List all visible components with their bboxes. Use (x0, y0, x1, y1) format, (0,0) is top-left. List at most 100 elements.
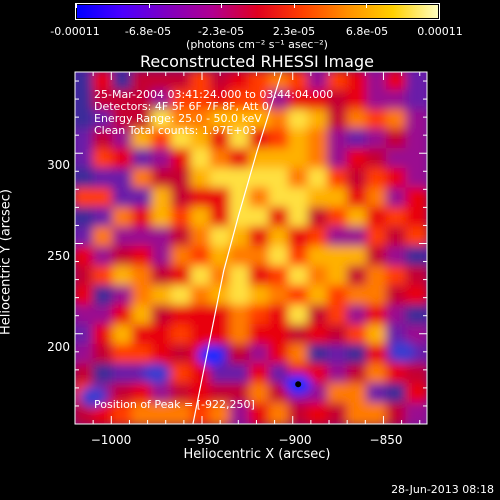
heatmap-cell (151, 246, 175, 270)
heatmap-cell (288, 246, 312, 270)
heatmap-cell (346, 226, 371, 250)
heatmap-cell (249, 187, 273, 211)
heatmap-cell (151, 167, 175, 192)
heatmap-cell (385, 148, 410, 172)
heatmap-cell (92, 167, 117, 192)
heatmap-cell (307, 363, 332, 387)
chart-title: Reconstructed RHESSI Image (140, 52, 374, 71)
heatmap-cell (268, 187, 293, 211)
heatmap-cell (307, 246, 332, 270)
heatmap-cell (209, 206, 234, 231)
heatmap-cell (131, 382, 156, 407)
heatmap-cell (307, 148, 332, 172)
heatmap-cell (170, 324, 195, 348)
y-axis-label: Heliocentric Y (arcsec) (0, 189, 14, 335)
heatmap-cell (288, 343, 312, 368)
heatmap-cell (131, 167, 156, 192)
heatmap-cell (112, 226, 136, 250)
heatmap-cell (346, 363, 371, 387)
heatmap-cell (112, 343, 136, 368)
heatmap-cell (190, 206, 214, 231)
colorbar-tick (148, 4, 150, 8)
heatmap-cell (346, 109, 371, 133)
heatmap-cell (307, 285, 332, 309)
heatmap-cell (131, 285, 156, 309)
heatmap-cell (190, 304, 214, 329)
axis-ticks (75, 72, 427, 424)
heatmap-cell (307, 343, 332, 368)
heatmap-cell (209, 226, 234, 250)
x-axis-label: Heliocentric X (arcsec) (183, 447, 331, 462)
heatmap-cell (268, 304, 293, 329)
heatmap-cell (405, 109, 427, 133)
heatmap-cell (327, 187, 351, 211)
heatmap-cell (346, 402, 371, 424)
heatmap-cell (112, 304, 136, 329)
annotation-detectors: Detectors: 4F 5F 6F 7F 8F, Att 0 (94, 100, 269, 113)
heatmap-cell (405, 206, 427, 231)
heatmap-cell (229, 343, 253, 368)
heatmap-cell (327, 402, 351, 424)
heatmap-cell (209, 324, 234, 348)
heatmap-cell (131, 128, 156, 153)
heatmap-cell (307, 128, 332, 153)
heatmap-cell (366, 128, 390, 153)
heatmap-cell (229, 324, 253, 348)
heatmap-cell (131, 402, 156, 424)
heatmap-cell (170, 246, 195, 270)
heatmap-cell (405, 187, 427, 211)
heatmap-cell (268, 343, 293, 368)
heatmap-cell (170, 89, 195, 114)
heatmap-cell (209, 187, 234, 211)
heatmap-cell (405, 128, 427, 153)
heatmap-cell (170, 128, 195, 153)
colorbar-tick (366, 4, 368, 8)
heatmap-cell (75, 109, 97, 133)
heatmap-cell (327, 343, 351, 368)
heatmap-cell (327, 148, 351, 172)
heatmap-cell (92, 72, 117, 94)
heatmap-cell (249, 148, 273, 172)
heatmap-cell (112, 246, 136, 270)
heatmap-cell (190, 167, 214, 192)
heatmap-cell (151, 285, 175, 309)
heatmap-cell (190, 265, 214, 290)
heatmap-cell (170, 167, 195, 192)
heatmap-cell (366, 148, 390, 172)
heatmap-cell (190, 128, 214, 153)
heatmap-cell (327, 72, 351, 94)
heatmap-cell (209, 89, 234, 114)
heatmap-cell (268, 265, 293, 290)
heatmap-cell (288, 206, 312, 231)
heatmap-cell (170, 285, 195, 309)
heatmap-cell (288, 148, 312, 172)
x-tick-label: −850 (369, 433, 403, 447)
heatmap-cell (268, 72, 293, 94)
heatmap-cell (170, 402, 195, 424)
colorbar-tick (221, 4, 223, 8)
heatmap-cell (75, 187, 97, 211)
heatmap-cell (151, 324, 175, 348)
y-tick-label: 300 (47, 158, 70, 172)
colorbar-tick-label: 2.3e-05 (272, 25, 316, 38)
heatmap-cell (327, 167, 351, 192)
heatmap-cell (229, 187, 253, 211)
heatmap-cell (151, 382, 175, 407)
heatmap-cell (170, 206, 195, 231)
heatmap-cell (366, 226, 390, 250)
heatmap-cell (170, 187, 195, 211)
heatmap-cell (229, 206, 253, 231)
heatmap-cell (366, 343, 390, 368)
heatmap-cell (112, 324, 136, 348)
heatmap-cell (209, 167, 234, 192)
heatmap-cell (190, 285, 214, 309)
heatmap-cell (405, 148, 427, 172)
heatmap-cell (190, 363, 214, 387)
heatmap-cell (385, 109, 410, 133)
heatmap-cell (151, 148, 175, 172)
heatmap-cell (92, 265, 117, 290)
heatmap-cell (405, 265, 427, 290)
heatmap-cell (307, 109, 332, 133)
heatmap-cell (75, 285, 97, 309)
